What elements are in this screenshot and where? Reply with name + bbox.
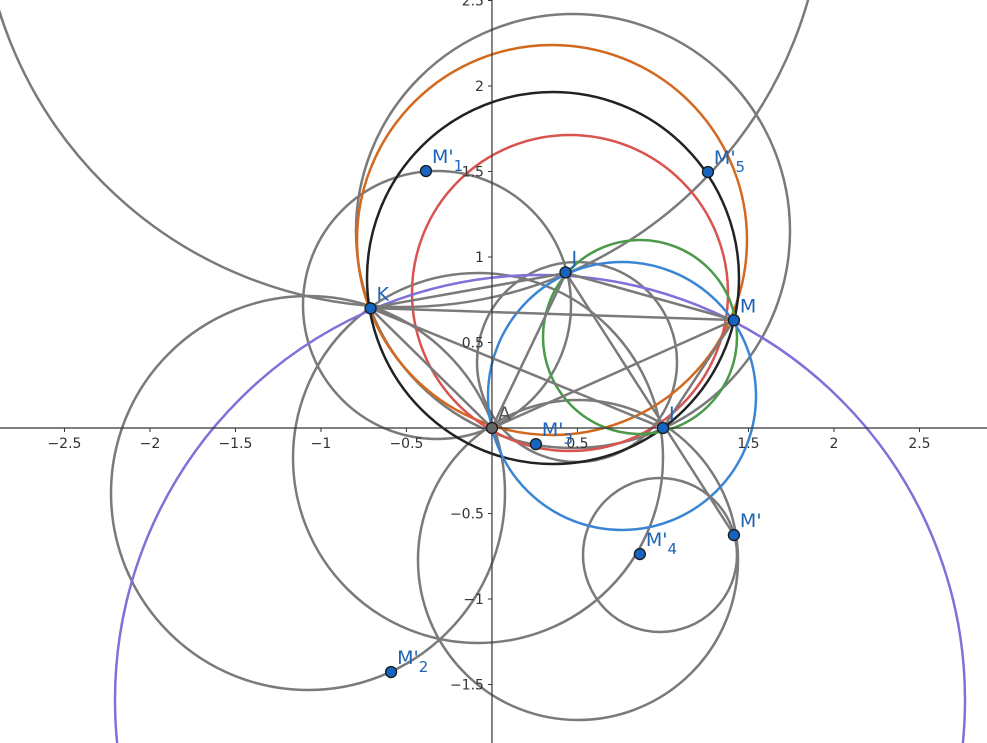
y-tick-label: 1.5 bbox=[462, 165, 484, 181]
construction bbox=[0, 0, 967, 743]
circle bbox=[365, 90, 741, 466]
point bbox=[727, 528, 741, 542]
x-tick-label: −2 bbox=[140, 436, 161, 452]
point bbox=[529, 437, 543, 451]
point-label-main: I bbox=[669, 403, 675, 425]
point-label-sub: 2 bbox=[419, 658, 429, 676]
point-label-sub: 3 bbox=[564, 430, 574, 448]
point bbox=[656, 421, 670, 435]
point-label: A bbox=[498, 403, 511, 425]
point-label: M'1 bbox=[432, 146, 463, 175]
segment bbox=[369, 306, 735, 322]
point bbox=[364, 302, 377, 315]
segment bbox=[369, 271, 567, 310]
segment bbox=[565, 271, 735, 322]
point-label-sub: 4 bbox=[667, 540, 677, 558]
point bbox=[701, 165, 715, 179]
point-label-main: M' bbox=[714, 147, 736, 169]
point-label: M' bbox=[740, 510, 762, 532]
point-label-main: J bbox=[570, 247, 577, 269]
point-label-sub: 1 bbox=[454, 157, 464, 175]
segment bbox=[564, 272, 736, 536]
y-tick-label: 2.5 bbox=[462, 0, 484, 10]
point-label: M'4 bbox=[646, 529, 677, 558]
point-label-main: K bbox=[377, 283, 390, 305]
point-label: M'3 bbox=[542, 419, 573, 448]
point-label-main: M' bbox=[542, 419, 564, 441]
point-label: I bbox=[669, 403, 675, 425]
point-label-sub: 5 bbox=[736, 158, 746, 176]
point-label-main: M' bbox=[397, 647, 419, 669]
x-tick-label: −0.5 bbox=[389, 436, 423, 452]
segment bbox=[369, 307, 493, 429]
x-tick-label: −2.5 bbox=[47, 436, 81, 452]
point-label: M'5 bbox=[714, 147, 745, 176]
point-label-main: M' bbox=[740, 510, 762, 532]
point-label-main: M bbox=[740, 295, 756, 317]
segment bbox=[491, 318, 735, 430]
x-tick-label: −1.5 bbox=[218, 436, 252, 452]
circle bbox=[486, 260, 758, 532]
x-tick-label: 0.5 bbox=[566, 436, 588, 452]
x-tick-label: 2.5 bbox=[908, 436, 930, 452]
point-label-main: M' bbox=[432, 146, 454, 168]
point-label-main: A bbox=[498, 403, 511, 425]
y-tick-label: −1 bbox=[463, 592, 484, 608]
y-tick-label: 0.5 bbox=[462, 336, 484, 352]
point bbox=[384, 665, 398, 679]
y-tick-label: 1 bbox=[475, 250, 484, 266]
circle bbox=[291, 271, 665, 645]
circle bbox=[113, 273, 967, 743]
point bbox=[419, 164, 433, 178]
point-label-main: M' bbox=[646, 529, 668, 551]
y-tick-label: −0.5 bbox=[450, 507, 484, 523]
circle bbox=[109, 294, 507, 692]
circle bbox=[541, 238, 739, 436]
segment bbox=[490, 272, 568, 429]
point-label: M bbox=[740, 295, 756, 317]
circle bbox=[581, 476, 739, 634]
point-label: J bbox=[570, 247, 577, 269]
point bbox=[633, 547, 647, 561]
circle bbox=[355, 43, 749, 437]
point bbox=[727, 314, 741, 327]
x-tick-label: 1.5 bbox=[737, 436, 759, 452]
x-tick-label: 2 bbox=[829, 436, 838, 452]
circle bbox=[301, 169, 573, 441]
circle bbox=[0, 0, 810, 309]
point-label: K bbox=[377, 283, 390, 305]
segment bbox=[661, 319, 736, 429]
y-tick-label: −1.5 bbox=[450, 678, 484, 694]
point bbox=[559, 266, 572, 279]
circle bbox=[410, 133, 730, 453]
segment bbox=[369, 306, 664, 430]
x-tick-label: −1 bbox=[311, 436, 332, 452]
y-tick-label: 2 bbox=[475, 79, 484, 95]
point bbox=[485, 421, 499, 435]
point-label: M'2 bbox=[397, 647, 428, 676]
